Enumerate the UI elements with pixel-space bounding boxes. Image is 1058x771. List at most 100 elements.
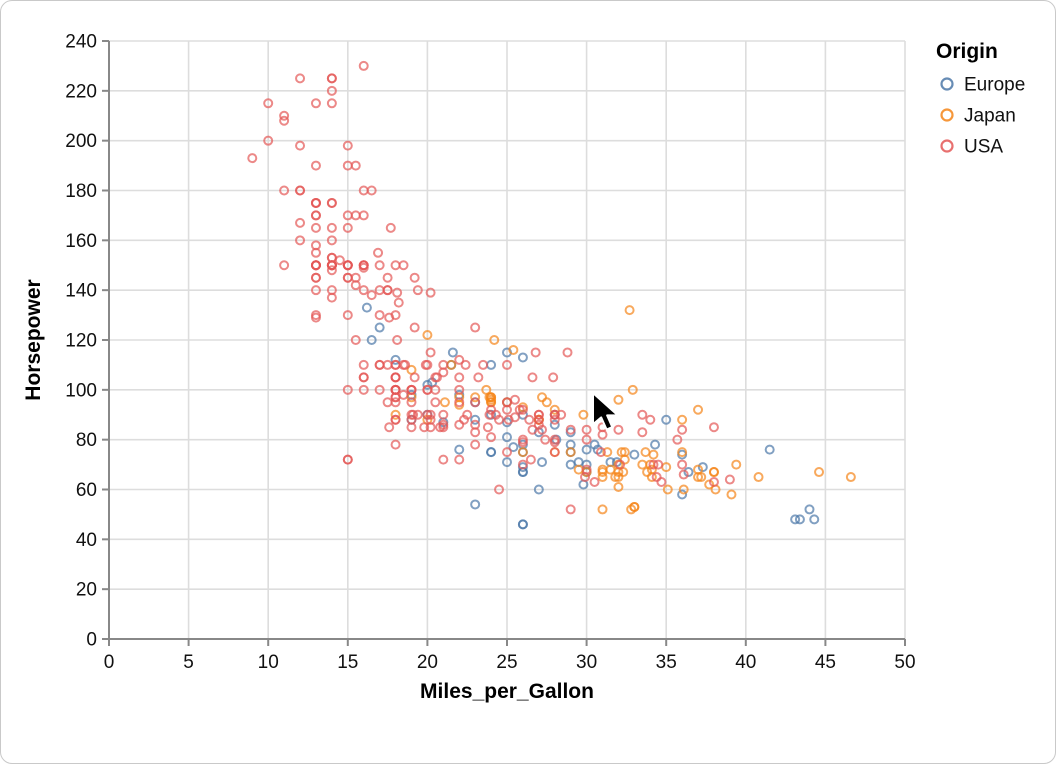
- data-point-europe: [565, 459, 576, 470]
- data-point-usa: [637, 427, 648, 438]
- data-point-japan: [640, 447, 651, 458]
- data-point-europe: [361, 302, 372, 313]
- data-point-usa: [645, 414, 656, 425]
- legend-swatch-usa: [940, 139, 954, 153]
- data-point-usa: [279, 110, 290, 121]
- x-tick-label: 45: [815, 652, 836, 673]
- data-point-usa: [326, 197, 337, 208]
- y-tick-label: 100: [65, 380, 97, 401]
- data-point-usa: [708, 477, 719, 488]
- data-point-usa: [385, 222, 396, 233]
- data-point-usa: [310, 285, 321, 296]
- data-point-usa: [533, 419, 544, 430]
- x-tick-label: 50: [894, 652, 915, 673]
- data-point-usa: [502, 404, 512, 415]
- data-point-japan: [814, 467, 825, 478]
- legend-label: Europe: [964, 75, 1025, 96]
- data-point-usa: [484, 409, 495, 420]
- data-point-japan: [708, 467, 719, 478]
- data-point-europe: [581, 444, 592, 455]
- data-point-usa: [326, 260, 337, 271]
- data-point-usa: [527, 424, 538, 435]
- data-point-usa: [651, 472, 662, 483]
- data-point-usa: [358, 185, 369, 196]
- data-point-usa: [350, 210, 361, 221]
- data-point-usa: [398, 389, 409, 400]
- data-point-usa: [247, 153, 258, 164]
- data-point-usa: [517, 404, 528, 415]
- data-point-usa: [473, 372, 484, 383]
- data-point-usa: [326, 73, 337, 84]
- y-tick-label: 140: [65, 281, 97, 302]
- data-point-japan: [422, 330, 433, 341]
- data-point-usa: [310, 272, 321, 283]
- data-point-usa: [425, 347, 436, 358]
- data-point-usa: [454, 372, 465, 383]
- legend-item-usa[interactable]: USA: [940, 137, 1004, 158]
- data-point-japan: [677, 447, 688, 458]
- data-point-usa: [390, 414, 401, 425]
- data-point-usa: [342, 222, 353, 233]
- data-point-usa: [295, 217, 306, 228]
- legend-swatch-japan: [940, 108, 954, 122]
- data-point-japan: [602, 447, 613, 458]
- data-point-usa: [406, 384, 417, 395]
- data-point-japan: [648, 449, 659, 460]
- data-point-usa: [460, 359, 471, 370]
- data-point-europe: [517, 352, 528, 363]
- data-point-usa: [549, 414, 560, 425]
- data-point-usa: [392, 335, 403, 345]
- data-point-usa: [482, 422, 493, 433]
- data-point-europe: [486, 447, 497, 458]
- data-point-usa: [509, 394, 520, 405]
- axes: 0 5 10 15 20 25 30 35 40 45 50 0 20 40 60 80 100 120 140 16…: [65, 32, 915, 674]
- data-point-usa: [653, 459, 664, 470]
- data-point-usa: [517, 437, 528, 448]
- x-tick-label: 40: [735, 652, 756, 673]
- data-point-usa: [656, 477, 667, 488]
- y-tick-label: 80: [76, 430, 97, 451]
- data-point-europe: [697, 462, 708, 473]
- y-tick-label: 160: [65, 231, 97, 252]
- data-point-usa: [430, 397, 441, 408]
- data-point-usa: [412, 409, 423, 420]
- data-point-usa: [393, 297, 404, 308]
- data-point-usa: [358, 60, 369, 71]
- y-tick-label: 240: [65, 32, 97, 53]
- data-point-japan: [481, 384, 492, 395]
- legend-title: Origin: [936, 40, 998, 63]
- data-point-japan: [517, 447, 528, 458]
- data-point-japan: [470, 392, 481, 403]
- data-point-usa: [326, 98, 337, 109]
- data-point-usa: [425, 287, 436, 298]
- data-point-usa: [548, 372, 559, 383]
- data-point-usa: [390, 260, 401, 271]
- data-point-usa: [342, 384, 353, 395]
- data-point-usa: [470, 322, 481, 333]
- data-point-usa: [549, 437, 560, 448]
- data-point-usa: [425, 409, 436, 420]
- data-point-europe: [390, 354, 401, 365]
- data-point-usa: [373, 247, 384, 258]
- data-point-japan: [624, 305, 635, 316]
- legend-item-europe[interactable]: Europe: [940, 75, 1026, 96]
- data-point-japan: [541, 397, 552, 408]
- data-point-usa: [350, 160, 361, 171]
- data-point-europe: [502, 432, 512, 443]
- data-point-japan: [677, 414, 688, 425]
- x-tick-label: 5: [183, 652, 194, 673]
- data-point-usa: [295, 185, 306, 196]
- x-tick-label: 15: [337, 652, 358, 673]
- data-point-usa: [384, 422, 395, 433]
- data-point-usa: [425, 414, 436, 425]
- data-point-japan: [637, 459, 648, 470]
- data-point-usa: [708, 422, 719, 433]
- y-axis-title: Horsepower: [22, 279, 45, 400]
- data-point-usa: [279, 115, 290, 126]
- data-point-usa: [358, 372, 369, 383]
- data-point-usa: [454, 419, 465, 430]
- legend-item-japan[interactable]: Japan: [940, 106, 1016, 127]
- data-point-usa: [409, 272, 420, 283]
